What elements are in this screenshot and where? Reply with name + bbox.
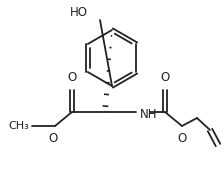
Text: O: O — [177, 132, 187, 145]
Text: NH: NH — [140, 108, 157, 122]
Text: O: O — [160, 71, 170, 84]
Text: O: O — [48, 132, 58, 145]
Text: CH₃: CH₃ — [8, 121, 29, 131]
Text: HO: HO — [70, 5, 88, 19]
Text: O: O — [67, 71, 77, 84]
